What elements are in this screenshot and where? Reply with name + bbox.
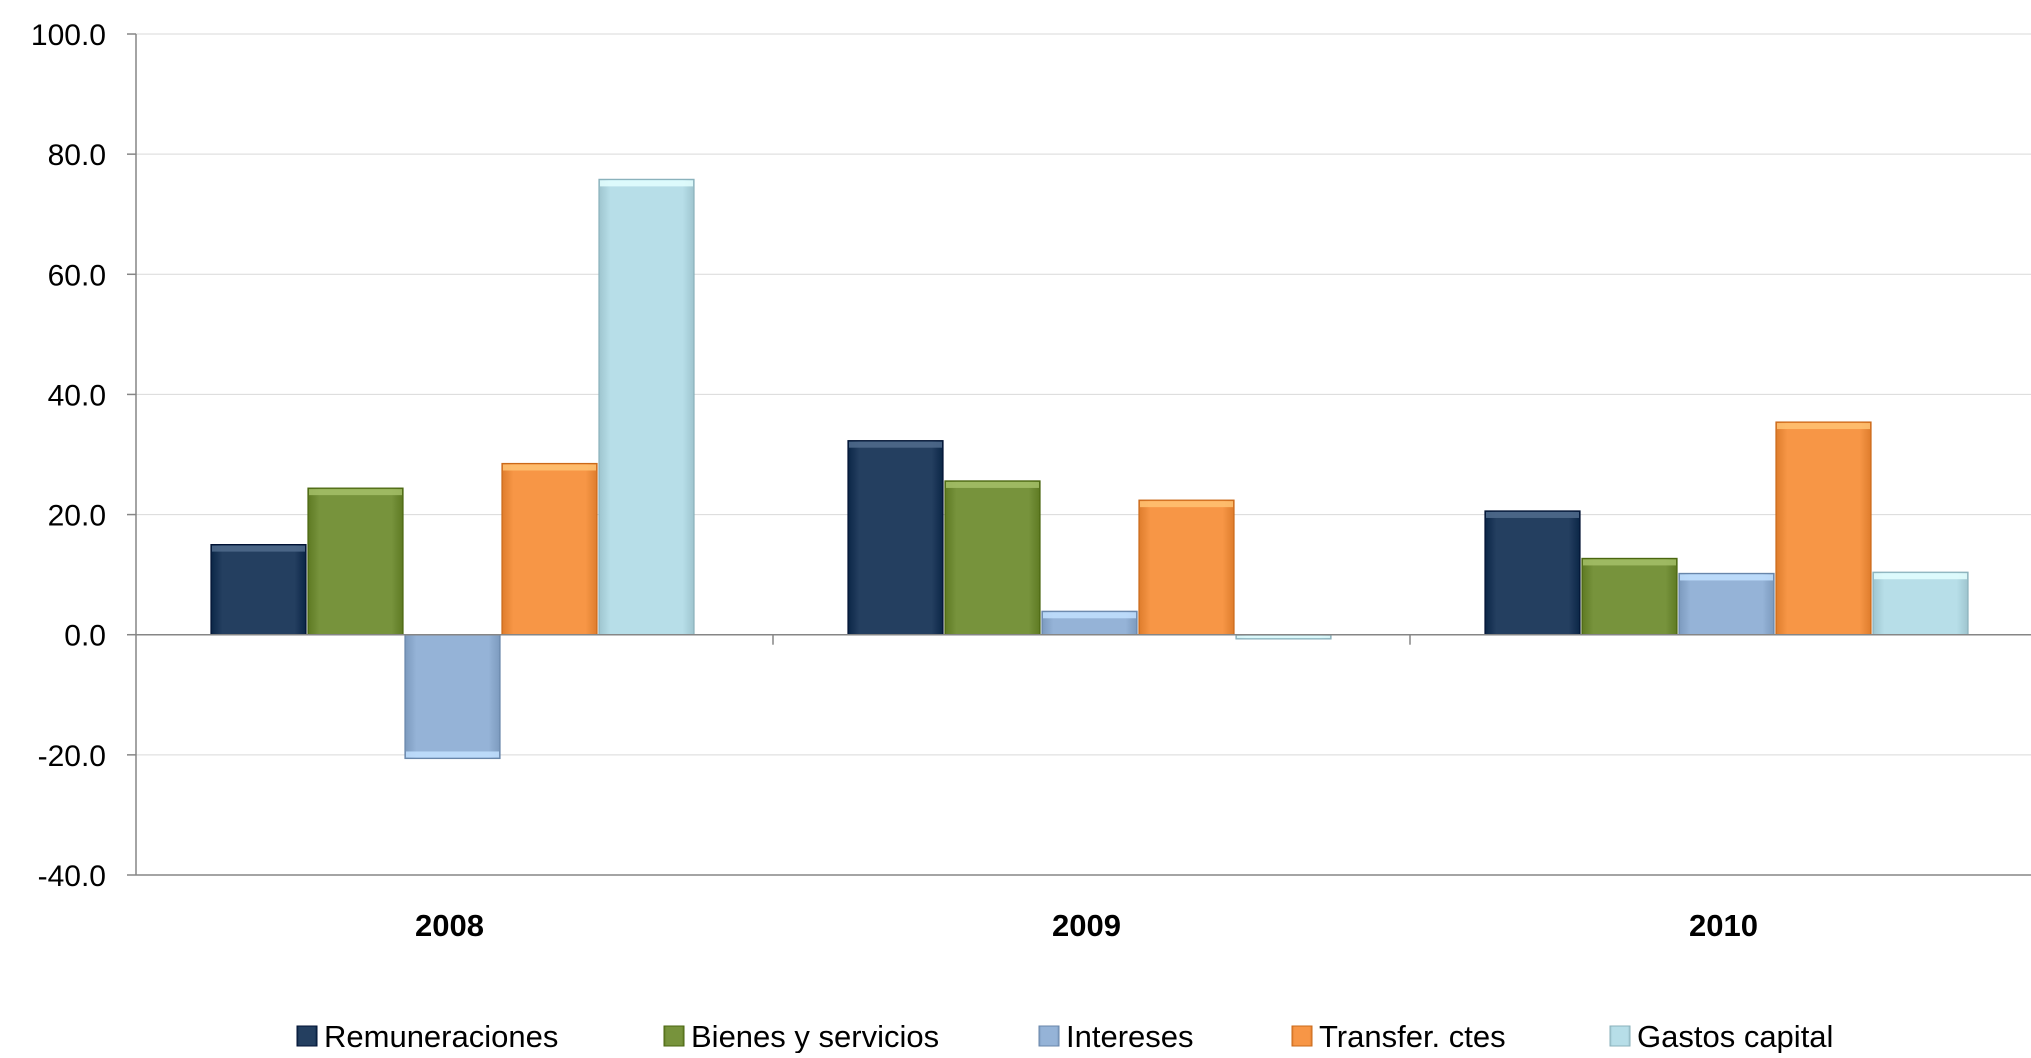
- bar-intereses-2009: [1041, 610, 1138, 636]
- bar-remuneraciones-2009: [847, 440, 944, 636]
- bar-remuneraciones-2008: [210, 544, 307, 636]
- bar-intereses-2010: [1678, 572, 1775, 636]
- legend-item-intereses: Intereses: [1038, 1019, 1194, 1054]
- legend-item-transfer-ctes: Transfer. ctes: [1291, 1019, 1506, 1054]
- x-axis-category-labels: 2008 2009 2010: [415, 908, 1758, 943]
- y-tick-label: 40.0: [48, 379, 106, 412]
- y-axis-tick-labels: 100.0 80.0 60.0 40.0 20.0 0.0 -20.0 -40.0: [31, 19, 106, 893]
- legend-label: Bienes y servicios: [691, 1019, 939, 1053]
- legend-label: Transfer. ctes: [1319, 1019, 1506, 1053]
- bar-gastos-capital-2008: [598, 178, 695, 636]
- y-tick-label: 20.0: [48, 500, 106, 533]
- y-tick-label: 100.0: [31, 19, 106, 52]
- legend-label: Gastos capital: [1637, 1019, 1833, 1053]
- legend-swatch: [1038, 1025, 1060, 1047]
- legend-item-bienes-y-servicios: Bienes y servicios: [663, 1019, 939, 1054]
- legend-swatch: [1291, 1025, 1313, 1047]
- legend-swatch: [663, 1025, 685, 1047]
- y-tick-label: 0.0: [64, 620, 106, 653]
- bar-bienes-y-servicios-2010: [1581, 557, 1678, 636]
- bar-transfer-ctes-2009: [1138, 499, 1235, 636]
- y-tick-label: -20.0: [38, 740, 106, 773]
- legend-item-gastos-capital: Gastos capital: [1609, 1019, 1833, 1054]
- legend-item-remuneraciones: Remuneraciones: [296, 1019, 558, 1054]
- legend-label: Intereses: [1066, 1019, 1194, 1053]
- bar-transfer-ctes-2010: [1775, 421, 1872, 636]
- bar-bienes-y-servicios-2009: [944, 480, 1041, 636]
- bar-intereses-2008: [404, 634, 501, 760]
- legend: Remuneraciones Bienes y servicios Interese…: [296, 1019, 1833, 1054]
- x-category-label: 2009: [1052, 908, 1121, 943]
- y-tick-label: -40.0: [38, 860, 106, 893]
- bar-gastos-capital-2010: [1872, 571, 1969, 636]
- legend-label: Remuneraciones: [324, 1019, 558, 1053]
- bars: [210, 178, 1969, 760]
- bar-remuneraciones-2010: [1484, 510, 1581, 636]
- axes: [127, 33, 2031, 876]
- bar-bienes-y-servicios-2008: [307, 487, 404, 636]
- legend-swatch: [296, 1025, 318, 1047]
- x-category-label: 2008: [415, 908, 484, 943]
- y-tick-label: 80.0: [48, 139, 106, 172]
- legend-swatch: [1609, 1025, 1631, 1047]
- y-tick-label: 60.0: [48, 259, 106, 292]
- x-category-label: 2010: [1689, 908, 1758, 943]
- bar-transfer-ctes-2008: [501, 462, 598, 636]
